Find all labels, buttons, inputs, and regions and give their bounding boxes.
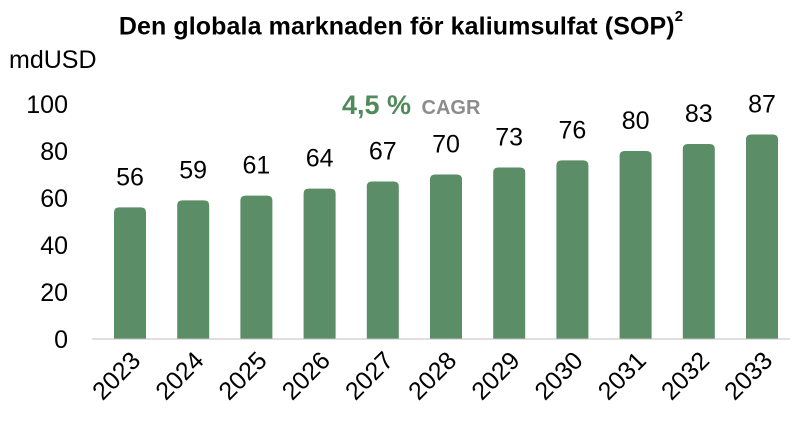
bar-2027 (366, 181, 399, 339)
bar-2023 (114, 207, 146, 339)
title-footnote-marker: 2 (674, 8, 684, 25)
bar-2029 (493, 167, 526, 339)
x-tick-label-2031: 2031 (593, 346, 652, 405)
data-label-2030: 76 (558, 116, 586, 144)
x-tick-label-2028: 2028 (403, 346, 462, 405)
bar-2031 (619, 151, 652, 339)
data-label-2026: 64 (306, 145, 334, 173)
y-tick-label: 60 (40, 185, 68, 213)
bar-2024 (177, 200, 210, 339)
x-tick-label-2024: 2024 (150, 346, 209, 405)
y-tick-label: 80 (40, 138, 68, 166)
data-label-2029: 73 (495, 123, 523, 151)
x-tick-label-2032: 2032 (656, 346, 715, 405)
data-label-2028: 70 (432, 131, 460, 159)
data-label-2032: 83 (685, 100, 713, 128)
bar-2026 (303, 188, 336, 339)
x-tick-label-2030: 2030 (530, 346, 589, 405)
x-tick-label-2029: 2029 (466, 346, 525, 405)
bar-2025 (240, 195, 273, 339)
data-label-2025: 61 (242, 152, 270, 180)
x-tick-label-2033: 2033 (719, 346, 778, 405)
y-tick-label: 0 (54, 326, 68, 354)
y-tick-label: 20 (40, 279, 68, 307)
data-label-2024: 59 (179, 156, 207, 184)
x-tick-label-2025: 2025 (214, 346, 273, 405)
bar-2032 (682, 143, 715, 339)
data-label-2031: 80 (622, 107, 650, 135)
cagr-label: CAGR (422, 97, 481, 119)
y-axis-ticks: 0 20 40 60 80 100 (26, 91, 68, 354)
data-label-2023: 56 (116, 163, 144, 191)
x-axis-labels: 2023 2024 2025 2026 2027 2028 2029 2030 2031 2032… (87, 346, 778, 405)
cagr-annotation: 4,5 % CAGR (342, 90, 481, 120)
bar-2033 (746, 134, 778, 339)
bar-2028 (430, 174, 462, 339)
x-tick-label-2023: 2023 (87, 346, 146, 405)
bars (114, 134, 778, 339)
y-tick-label: 100 (26, 91, 68, 119)
bar-2030 (556, 160, 589, 339)
chart-title-text: Den globala marknaden för kaliumsulfat (… (118, 12, 675, 41)
data-labels: 56 59 61 64 67 70 73 76 80 83 87 (116, 91, 776, 192)
unit-label: mdUSD (9, 46, 97, 74)
data-label-2027: 67 (369, 138, 397, 166)
x-tick-label-2026: 2026 (277, 346, 336, 405)
x-tick-label-2027: 2027 (340, 346, 399, 405)
cagr-value: 4,5 % (342, 90, 411, 120)
y-tick-label: 40 (40, 232, 68, 260)
chart-title: Den globala marknaden för kaliumsulfat (… (0, 8, 802, 41)
data-label-2033: 87 (748, 91, 776, 119)
